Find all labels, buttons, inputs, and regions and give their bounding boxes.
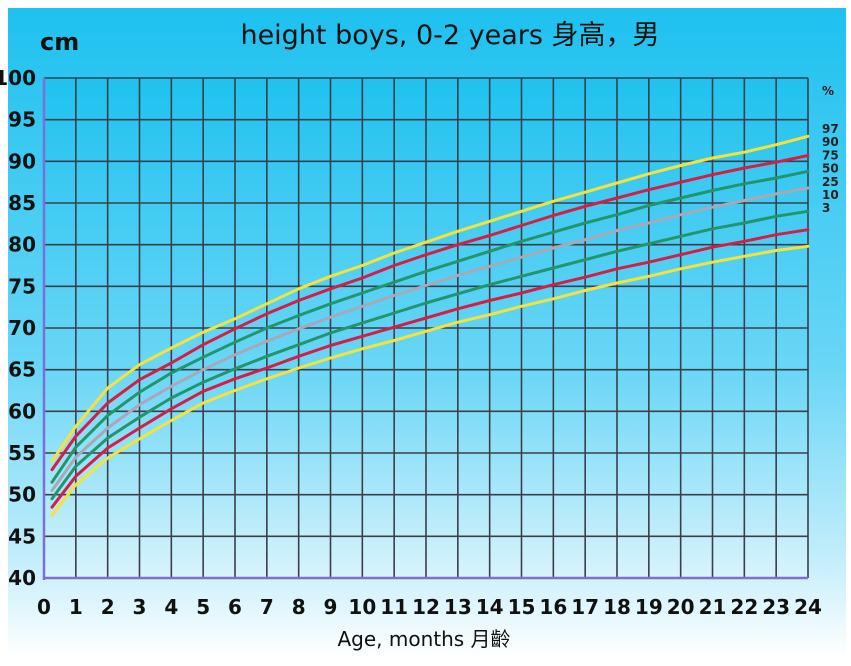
y-tick-label: 85 <box>8 191 36 215</box>
x-tick-label: 21 <box>699 595 727 619</box>
x-tick-label: 24 <box>794 595 822 619</box>
x-tick-label: 16 <box>539 595 567 619</box>
y-tick-label: 50 <box>8 483 36 507</box>
x-tick-label: 19 <box>635 595 663 619</box>
x-tick-label: 17 <box>571 595 599 619</box>
series-line-p3 <box>50 244 810 517</box>
axes <box>42 78 808 580</box>
x-ticks: 0 1 2 3 4 5 6 7 8 9 10 11 12 13 14 15 16 17 18 19 20 21 22 23 24 <box>37 595 822 619</box>
y-axis-unit: cm <box>40 28 79 56</box>
y-tick-label: 70 <box>8 316 36 340</box>
x-tick-label: 0 <box>37 595 51 619</box>
x-tick-label: 12 <box>412 595 440 619</box>
percentile-label-50: 50 <box>822 162 839 176</box>
y-tick-label: 45 <box>8 524 36 548</box>
x-axis-label: Age, months 月齡 <box>337 627 510 651</box>
x-tick-label: 5 <box>196 595 210 619</box>
x-tick-label: 15 <box>508 595 536 619</box>
y-tick-label: 80 <box>8 233 36 257</box>
series-layer <box>50 134 810 517</box>
y-tick-label: 65 <box>8 358 36 382</box>
x-tick-label: 1 <box>69 595 83 619</box>
x-tick-label: 11 <box>380 595 408 619</box>
series-line-p75 <box>50 169 810 484</box>
x-tick-label: 8 <box>292 595 306 619</box>
percentile-label-90: 90 <box>822 135 839 149</box>
y-tick-label: 75 <box>8 274 36 298</box>
percentile-label-10: 10 <box>822 188 839 202</box>
y-tick-label: 40 <box>8 566 36 590</box>
percentile-label-97: 97 <box>822 122 839 136</box>
x-tick-label: 22 <box>730 595 758 619</box>
percentile-label-3: 3 <box>822 201 830 215</box>
x-tick-label: 4 <box>164 595 178 619</box>
series-line-p25 <box>50 209 810 501</box>
x-tick-label: 18 <box>603 595 631 619</box>
percentile-label-75: 75 <box>822 148 839 162</box>
x-tick-label: 7 <box>260 595 274 619</box>
y-tick-label: 60 <box>8 399 36 423</box>
x-tick-label: 20 <box>667 595 695 619</box>
y-tick-label: 55 <box>8 441 36 465</box>
y-tick-label: 90 <box>8 149 36 173</box>
y-tick-label: 100 <box>0 66 36 90</box>
x-tick-label: 14 <box>476 595 504 619</box>
series-line-p97 <box>50 134 810 463</box>
x-tick-label: 3 <box>133 595 147 619</box>
legend-title: % <box>822 84 834 98</box>
series-line-p10 <box>50 228 810 509</box>
x-tick-label: 2 <box>101 595 115 619</box>
x-tick-label: 13 <box>444 595 472 619</box>
percentile-label-25: 25 <box>822 175 839 189</box>
series-line-p90 <box>50 154 810 472</box>
series-line-p50 <box>50 186 810 492</box>
x-tick-label: 23 <box>762 595 790 619</box>
x-tick-label: 9 <box>324 595 338 619</box>
x-tick-label: 10 <box>348 595 376 619</box>
y-ticks: 40 45 50 55 60 65 70 75 80 85 90 95 100 <box>0 66 36 590</box>
x-tick-label: 6 <box>228 595 242 619</box>
chart-title: height boys, 0-2 years 身高，男 <box>240 20 659 51</box>
y-tick-label: 95 <box>8 108 36 132</box>
